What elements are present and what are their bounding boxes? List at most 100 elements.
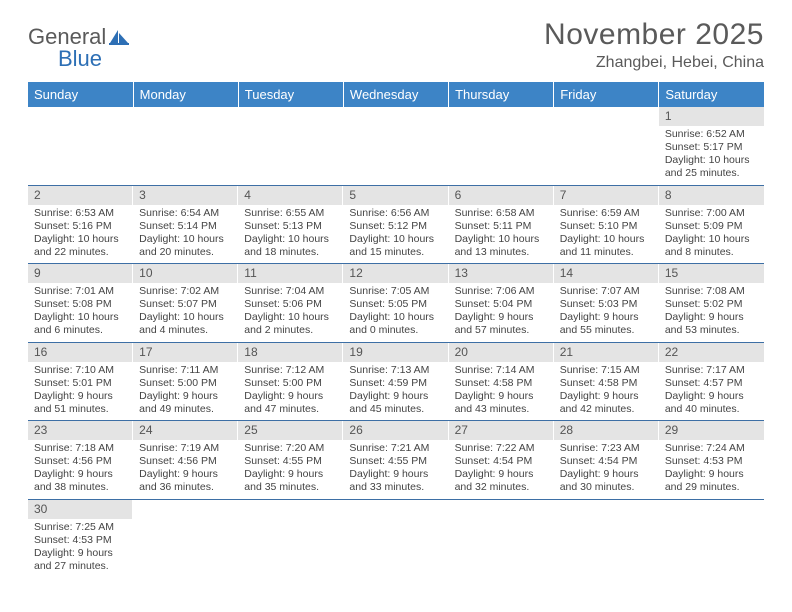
day-cell <box>343 499 448 577</box>
daylight-text: Daylight: 9 hours and 30 minutes. <box>560 468 653 494</box>
day-number: 10 <box>133 264 238 283</box>
day-number: 27 <box>449 421 554 440</box>
day-info: Sunrise: 7:24 AMSunset: 4:53 PMDaylight:… <box>659 440 764 499</box>
logo-sail-icon <box>108 28 130 46</box>
sunrise-text: Sunrise: 6:54 AM <box>139 207 232 220</box>
day-number <box>449 500 554 504</box>
day-cell: 23Sunrise: 7:18 AMSunset: 4:56 PMDayligh… <box>28 421 133 500</box>
sunset-text: Sunset: 5:09 PM <box>665 220 758 233</box>
day-number: 20 <box>449 343 554 362</box>
day-cell: 2Sunrise: 6:53 AMSunset: 5:16 PMDaylight… <box>28 185 133 264</box>
day-cell <box>238 107 343 185</box>
day-number <box>449 107 554 111</box>
daylight-text: Daylight: 9 hours and 35 minutes. <box>244 468 337 494</box>
day-number <box>554 107 659 111</box>
day-cell <box>133 499 238 577</box>
day-info: Sunrise: 7:00 AMSunset: 5:09 PMDaylight:… <box>659 205 764 264</box>
sunset-text: Sunset: 5:10 PM <box>560 220 653 233</box>
day-cell: 4Sunrise: 6:55 AMSunset: 5:13 PMDaylight… <box>238 185 343 264</box>
sunrise-text: Sunrise: 7:15 AM <box>560 364 653 377</box>
daylight-text: Daylight: 10 hours and 25 minutes. <box>665 154 758 180</box>
day-number: 25 <box>238 421 343 440</box>
day-cell <box>449 107 554 185</box>
sunrise-text: Sunrise: 7:18 AM <box>34 442 127 455</box>
sunset-text: Sunset: 5:12 PM <box>349 220 442 233</box>
day-cell: 12Sunrise: 7:05 AMSunset: 5:05 PMDayligh… <box>343 264 448 343</box>
daylight-text: Daylight: 9 hours and 57 minutes. <box>455 311 548 337</box>
day-number: 15 <box>659 264 764 283</box>
day-cell: 13Sunrise: 7:06 AMSunset: 5:04 PMDayligh… <box>449 264 554 343</box>
day-cell: 20Sunrise: 7:14 AMSunset: 4:58 PMDayligh… <box>449 342 554 421</box>
day-number: 1 <box>659 107 764 126</box>
daylight-text: Daylight: 9 hours and 32 minutes. <box>455 468 548 494</box>
day-cell: 3Sunrise: 6:54 AMSunset: 5:14 PMDaylight… <box>133 185 238 264</box>
sunset-text: Sunset: 5:07 PM <box>139 298 232 311</box>
day-cell <box>28 107 133 185</box>
sunset-text: Sunset: 4:55 PM <box>244 455 337 468</box>
day-number: 29 <box>659 421 764 440</box>
sunrise-text: Sunrise: 7:17 AM <box>665 364 758 377</box>
sunset-text: Sunset: 5:13 PM <box>244 220 337 233</box>
day-cell <box>449 499 554 577</box>
dow-wednesday: Wednesday <box>343 82 448 107</box>
day-info: Sunrise: 7:08 AMSunset: 5:02 PMDaylight:… <box>659 283 764 342</box>
sunset-text: Sunset: 4:59 PM <box>349 377 442 390</box>
day-info: Sunrise: 7:19 AMSunset: 4:56 PMDaylight:… <box>133 440 238 499</box>
week-row: 9Sunrise: 7:01 AMSunset: 5:08 PMDaylight… <box>28 264 764 343</box>
day-cell: 17Sunrise: 7:11 AMSunset: 5:00 PMDayligh… <box>133 342 238 421</box>
sunset-text: Sunset: 5:04 PM <box>455 298 548 311</box>
sunset-text: Sunset: 5:03 PM <box>560 298 653 311</box>
sunrise-text: Sunrise: 7:22 AM <box>455 442 548 455</box>
daylight-text: Daylight: 10 hours and 15 minutes. <box>349 233 442 259</box>
day-cell: 9Sunrise: 7:01 AMSunset: 5:08 PMDaylight… <box>28 264 133 343</box>
sunrise-text: Sunrise: 7:05 AM <box>349 285 442 298</box>
day-info: Sunrise: 7:11 AMSunset: 5:00 PMDaylight:… <box>133 362 238 421</box>
day-number: 22 <box>659 343 764 362</box>
day-cell: 8Sunrise: 7:00 AMSunset: 5:09 PMDaylight… <box>659 185 764 264</box>
sunset-text: Sunset: 5:08 PM <box>34 298 127 311</box>
day-info: Sunrise: 6:52 AMSunset: 5:17 PMDaylight:… <box>659 126 764 185</box>
sunset-text: Sunset: 5:01 PM <box>34 377 127 390</box>
day-info: Sunrise: 6:56 AMSunset: 5:12 PMDaylight:… <box>343 205 448 264</box>
sunrise-text: Sunrise: 7:07 AM <box>560 285 653 298</box>
day-cell: 24Sunrise: 7:19 AMSunset: 4:56 PMDayligh… <box>133 421 238 500</box>
daylight-text: Daylight: 9 hours and 49 minutes. <box>139 390 232 416</box>
day-info: Sunrise: 6:55 AMSunset: 5:13 PMDaylight:… <box>238 205 343 264</box>
day-cell <box>133 107 238 185</box>
day-info: Sunrise: 7:20 AMSunset: 4:55 PMDaylight:… <box>238 440 343 499</box>
day-number: 6 <box>449 186 554 205</box>
daylight-text: Daylight: 10 hours and 22 minutes. <box>34 233 127 259</box>
daylight-text: Daylight: 9 hours and 40 minutes. <box>665 390 758 416</box>
day-info: Sunrise: 7:15 AMSunset: 4:58 PMDaylight:… <box>554 362 659 421</box>
day-info: Sunrise: 7:18 AMSunset: 4:56 PMDaylight:… <box>28 440 133 499</box>
day-info: Sunrise: 7:06 AMSunset: 5:04 PMDaylight:… <box>449 283 554 342</box>
day-info: Sunrise: 6:59 AMSunset: 5:10 PMDaylight:… <box>554 205 659 264</box>
day-info: Sunrise: 7:04 AMSunset: 5:06 PMDaylight:… <box>238 283 343 342</box>
daylight-text: Daylight: 9 hours and 33 minutes. <box>349 468 442 494</box>
day-info: Sunrise: 7:07 AMSunset: 5:03 PMDaylight:… <box>554 283 659 342</box>
daylight-text: Daylight: 9 hours and 53 minutes. <box>665 311 758 337</box>
day-cell <box>343 107 448 185</box>
calendar-table: Sunday Monday Tuesday Wednesday Thursday… <box>28 82 764 577</box>
week-row: 30Sunrise: 7:25 AMSunset: 4:53 PMDayligh… <box>28 499 764 577</box>
sunset-text: Sunset: 5:00 PM <box>139 377 232 390</box>
dow-thursday: Thursday <box>449 82 554 107</box>
sunset-text: Sunset: 5:06 PM <box>244 298 337 311</box>
daylight-text: Daylight: 10 hours and 20 minutes. <box>139 233 232 259</box>
day-number <box>343 500 448 504</box>
day-cell: 27 Sunrise: 7:22 AMSunset: 4:54 PMDayligh… <box>449 421 554 500</box>
day-number <box>343 107 448 111</box>
daylight-text: Daylight: 9 hours and 43 minutes. <box>455 390 548 416</box>
day-number: 4 <box>238 186 343 205</box>
day-number: 23 <box>28 421 133 440</box>
day-number <box>659 500 764 504</box>
sunrise-text: Sunrise: 7:20 AM <box>244 442 337 455</box>
sunset-text: Sunset: 5:17 PM <box>665 141 758 154</box>
day-number: 13 <box>449 264 554 283</box>
sunset-text: Sunset: 4:54 PM <box>455 455 548 468</box>
week-row: 16Sunrise: 7:10 AMSunset: 5:01 PMDayligh… <box>28 342 764 421</box>
sunrise-text: Sunrise: 7:19 AM <box>139 442 232 455</box>
sunrise-text: Sunrise: 6:58 AM <box>455 207 548 220</box>
day-info: Sunrise: 6:53 AMSunset: 5:16 PMDaylight:… <box>28 205 133 264</box>
day-number: 21 <box>554 343 659 362</box>
